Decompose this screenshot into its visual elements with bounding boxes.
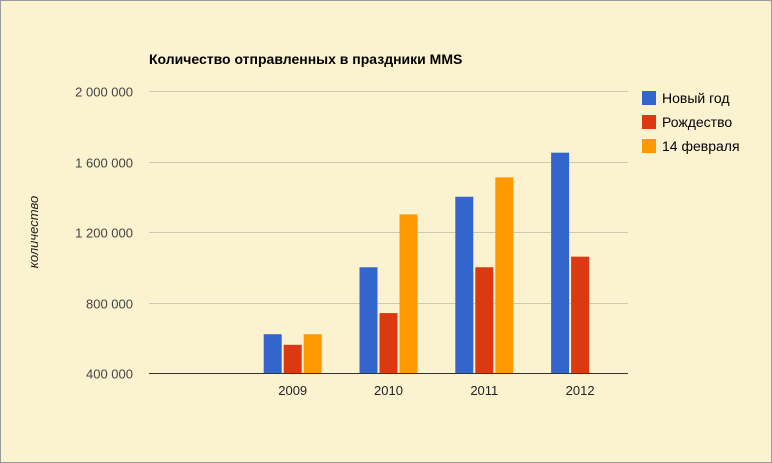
bar-2010-1 bbox=[359, 267, 378, 373]
bar-2012-2 bbox=[571, 256, 590, 373]
y-tick-label: 1 200 000 bbox=[75, 226, 133, 241]
legend-swatch bbox=[642, 91, 656, 105]
legend-swatch bbox=[642, 115, 656, 129]
y-tick-label: 800 000 bbox=[86, 297, 133, 312]
bar-2010-3 bbox=[399, 214, 418, 373]
y-axis-label: количество bbox=[26, 196, 41, 269]
bar-2011-2 bbox=[475, 267, 494, 373]
gridlines bbox=[149, 91, 628, 374]
bar-2011-1 bbox=[455, 196, 474, 373]
legend-label: Новый год bbox=[662, 90, 730, 106]
bars bbox=[263, 152, 590, 373]
legend-label: Рождество bbox=[662, 114, 732, 130]
legend: Новый год Рождество 14 февраля bbox=[642, 90, 740, 154]
legend-swatch bbox=[642, 139, 656, 153]
bar-2012-1 bbox=[551, 152, 570, 373]
bar-2009-1 bbox=[263, 334, 282, 373]
y-tick-label: 400 000 bbox=[86, 367, 133, 382]
bar-2009-2 bbox=[283, 344, 302, 373]
bar-2010-2 bbox=[379, 313, 398, 373]
chart-title: Количество отправленных в праздники MMS bbox=[149, 51, 462, 67]
x-tick-label: 2010 bbox=[374, 383, 403, 398]
y-tick-label: 2 000 000 bbox=[75, 85, 133, 100]
bar-2009-3 bbox=[303, 334, 322, 373]
x-tick-label: 2012 bbox=[566, 383, 595, 398]
x-tick-label: 2011 bbox=[470, 383, 498, 398]
legend-label: 14 февраля bbox=[662, 138, 740, 154]
bar-2011-3 bbox=[495, 177, 514, 373]
y-tick-label: 1 600 000 bbox=[75, 156, 133, 171]
y-axis-ticks: 400 000 800 000 1 200 000 1 600 000 2 000 00… bbox=[75, 85, 133, 382]
x-axis-ticks: 2009 2010 2011 2012 bbox=[278, 383, 594, 398]
x-tick-label: 2009 bbox=[278, 383, 307, 398]
